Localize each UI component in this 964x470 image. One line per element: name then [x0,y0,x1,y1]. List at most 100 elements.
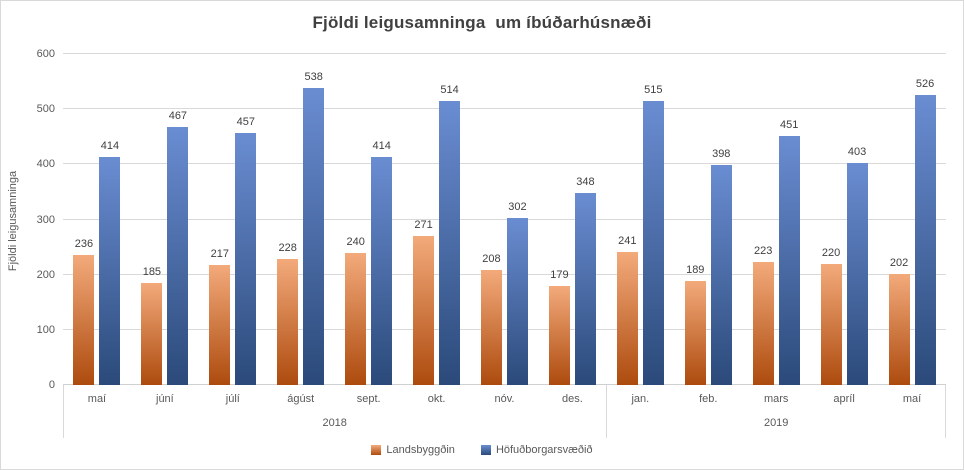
bar-h-fu-borgarsv-i-des-7: 348 [574,176,596,385]
bar-value-label: 467 [168,110,188,123]
x-tick-11-apr-l: apríl [833,393,855,405]
y-tick-300: 300 [36,213,55,226]
bar-group-5-okt: 271 514 [403,54,471,385]
bar-h-fu-borgarsv-i-mars-10: 451 [778,119,800,385]
bar-group-1-j-n: 185 467 [131,54,199,385]
bar-value-label: 526 [915,77,935,90]
bar-group-12-ma: 202 526 [878,54,946,385]
bar-landsbygg-in-j-l-2: 217 [209,248,231,385]
bar-h-fu-borgarsv-i-j-n-1: 467 [167,110,189,385]
bar-group-7-des: 179 348 [538,54,606,385]
chart-title: Fjöldi leigusamninga um íbúðarhúsnæði [312,13,652,32]
bar-value-label: 271 [414,218,433,231]
x-tick-2-j-l: júlí [225,393,240,405]
x-tick-6-n-v: nóv. [494,393,515,405]
gridline-500 [63,108,946,110]
y-axis-ticks: 0 100 200 300 400 500 600 [1,48,55,391]
gridline-100 [63,328,946,330]
legend-item-h-fu-borgarsv-i: Höfuðborgarsvæðið [480,444,593,456]
bar-group-0-ma: 236 414 [63,54,131,385]
bar-value-label: 217 [210,248,229,261]
bar-value-label: 240 [346,235,365,248]
x-tick-10-mars: mars [763,393,789,405]
x-tick-9-feb: feb. [699,393,718,405]
bar-value-label: 514 [440,84,459,97]
legend-swatch-h-fu-borgarsv-i [480,445,491,455]
x-axis-month-labels: maí júní júlí ágúst sept. okt. nóv. des. jan. feb… [63,385,946,411]
bar-value-label: 220 [821,246,841,259]
bar-h-fu-borgarsv-i-jan-8: 515 [642,84,664,385]
bar-h-fu-borgarsv-i-n-v-6: 302 [506,201,528,385]
bar-value-label: 403 [847,145,867,158]
legend-swatch-landsbygg-in [371,445,382,455]
bar-landsbygg-in-ma-12: 202 [888,257,910,385]
bar-value-label: 348 [576,176,595,189]
bar-group-4-sept: 240 414 [335,54,403,385]
gridline-400 [63,163,946,165]
bar-landsbygg-in-okt-5: 271 [413,219,435,385]
bar-landsbygg-in-n-v-6: 208 [480,253,502,385]
bar-landsbygg-in-jan-8: 241 [616,235,638,385]
bar-value-label: 185 [142,265,162,278]
gridline-200 [63,273,946,275]
year-separator-2 [945,385,946,438]
x-axis-line [63,384,946,385]
x-tick-1-j-n: júní [156,393,174,405]
bar-value-label: 223 [753,244,773,257]
bar-value-label: 515 [644,83,663,96]
legend-item-landsbygg-in: Landsbyggðin [371,444,455,456]
x-tick-12-ma: maí [902,393,922,405]
bar-h-fu-borgarsv-i-okt-5: 514 [439,84,461,385]
bar-h-fu-borgarsv-i-feb-9: 398 [710,148,732,385]
year-label-2019: 2019 [763,417,789,429]
plot-area: 236 414 185 467 217 457 228 538 240 414 271 514 208 3… [63,53,946,385]
bar-group-8-jan: 241 515 [606,54,674,385]
bar-landsbygg-in-sept-4: 240 [345,236,367,385]
bar-value-label: 241 [618,235,637,248]
gridline-600 [63,53,946,54]
x-tick-0-ma: maí [87,393,107,405]
bar-value-label: 414 [100,139,120,152]
gridline-300 [63,218,946,220]
bar-landsbygg-in-apr-l-11: 220 [820,247,842,385]
y-tick-500: 500 [36,103,55,116]
bar-landsbygg-in-j-n-1: 185 [141,266,163,385]
y-tick-200: 200 [36,268,55,281]
bar-h-fu-borgarsv-i-j-l-2: 457 [235,116,257,385]
bar-value-label: 451 [779,119,799,132]
bar-h-fu-borgarsv-i-sept-4: 414 [371,140,393,385]
bar-landsbygg-in-g-st-3: 228 [277,242,299,385]
bar-value-label: 236 [74,237,94,250]
bar-group-3-g-st: 228 538 [267,54,335,385]
legend-label-h-fu-borgarsv-i: Höfuðborgarsvæðið [495,444,593,456]
bar-landsbygg-in-ma-0: 236 [73,238,95,385]
bar-group-11-apr-l: 220 403 [810,54,878,385]
bar-value-label: 414 [372,139,391,152]
x-tick-5-okt: okt. [427,393,446,405]
bar-h-fu-borgarsv-i-ma-0: 414 [99,140,121,385]
bar-group-6-n-v: 208 302 [471,54,539,385]
y-tick-600: 600 [36,48,55,60]
legend: Landsbyggðin Höfuðborgarsvæðið [1,444,963,456]
bar-h-fu-borgarsv-i-apr-l-11: 403 [846,146,868,385]
bar-group-9-feb: 189 398 [674,54,742,385]
bar-landsbygg-in-mars-10: 223 [752,245,774,385]
bar-value-label: 179 [550,269,569,282]
bar-value-label: 457 [236,115,255,128]
bar-value-label: 202 [889,256,909,269]
y-tick-0: 0 [48,379,55,391]
bar-value-label: 208 [482,253,501,266]
bar-landsbygg-in-des-7: 179 [548,269,570,385]
bar-value-label: 398 [712,148,731,161]
x-tick-3-g-st: ágúst [287,393,315,405]
bar-groups: 236 414 185 467 217 457 228 538 240 414 271 514 208 3… [63,54,946,385]
bar-value-label: 538 [304,71,323,84]
year-label-2018: 2018 [322,417,347,429]
y-tick-100: 100 [36,323,55,336]
x-tick-7-des: des. [562,393,583,405]
x-tick-4-sept: sept. [356,393,381,405]
x-tick-8-jan: jan. [631,393,650,405]
bar-value-label: 189 [686,263,705,276]
legend-label-landsbygg-in: Landsbyggðin [386,444,455,456]
